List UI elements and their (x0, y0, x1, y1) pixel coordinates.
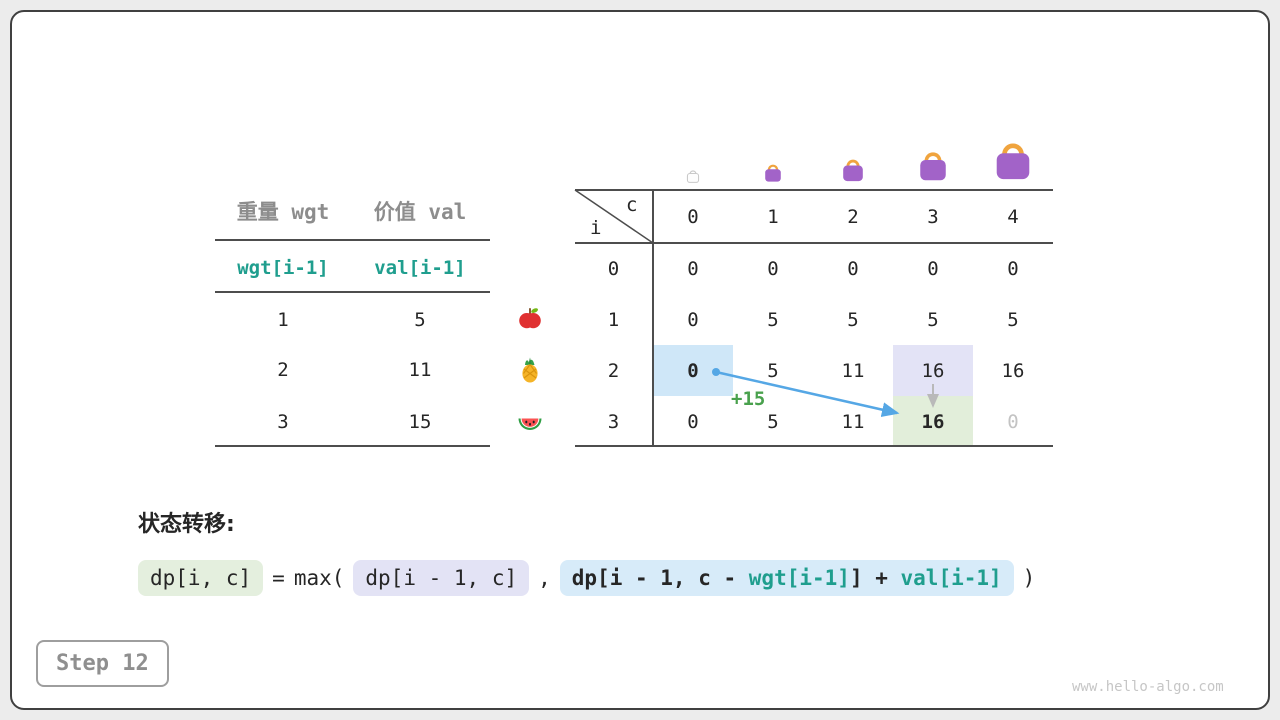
dp-col-header-4: 4 (1007, 205, 1019, 228)
item-table-header-divider (215, 239, 490, 241)
dp-cell-1-1: 5 (767, 308, 779, 331)
item-table-header-weight: 重量 wgt (236, 200, 330, 224)
dp-cell-3-2: 11 (841, 410, 865, 433)
dp-cell-1-4: 5 (1007, 308, 1019, 331)
dp-cell-2-3: 16 (921, 359, 945, 382)
item-table-index-divider (215, 291, 490, 293)
transfer-value-annotation: +15 (731, 388, 766, 410)
site-watermark: www.hello-algo.com (1072, 679, 1224, 695)
formula-arg1-box: dp[i - 1, c] (353, 560, 530, 596)
formula-comma: , (538, 566, 551, 590)
pineapple-icon (522, 357, 538, 383)
item-row-3-value: 15 (408, 411, 432, 433)
item-row-1-value: 5 (414, 309, 426, 331)
dp-cell-1-3: 5 (927, 308, 939, 331)
item-table-header-value: 价值 val (373, 200, 467, 224)
item-table-index-wgt: wgt[i-1] (237, 257, 329, 279)
formula-arg2-wgt: wgt[i-1] (748, 566, 850, 590)
dp-row-header-1: 1 (607, 308, 620, 331)
dp-cell-2-0: 0 (687, 359, 699, 382)
dp-table-vertical-rule (652, 189, 654, 446)
dp-table-top-rule (575, 189, 1053, 191)
dp-cell-3-1: 5 (767, 410, 779, 433)
formula-lhs-box: dp[i, c] (138, 560, 264, 596)
bag-size-2-icon (843, 159, 863, 182)
bag-size-1-icon (765, 164, 781, 182)
formula-arg2-val: val[i-1] (900, 566, 1002, 590)
dp-cell-3-0: 0 (687, 410, 699, 433)
formula-max-open: max( (293, 566, 345, 590)
item-row-2-weight: 2 (277, 359, 289, 381)
bag-size-4-icon (996, 143, 1030, 180)
dp-table-header-rule (575, 242, 1053, 244)
dp-table-bottom-rule (575, 445, 1053, 447)
item-table-index-val: val[i-1] (374, 257, 466, 279)
state-transition-formula: dp[i, c] = max( dp[i - 1, c] , dp[i - 1,… (138, 560, 1035, 596)
item-table-bottom-divider (215, 445, 490, 447)
bag-empty-icon (686, 170, 700, 183)
item-row-3-weight: 3 (277, 411, 289, 433)
dp-col-header-1: 1 (767, 205, 779, 228)
state-transition-label: 状态转移: (138, 512, 235, 537)
formula-equals: = (272, 566, 285, 590)
dp-cell-0-3: 0 (927, 257, 939, 280)
formula-arg2-dp: dp[i - 1, c - (571, 566, 749, 590)
dp-corner-col-var: c (626, 194, 638, 216)
apple-icon (519, 308, 541, 329)
formula-close-paren: ) (1022, 566, 1036, 590)
dp-cell-0-4: 0 (1007, 257, 1019, 280)
dp-cell-3-4: 0 (1007, 410, 1019, 433)
dp-cell-0-1: 0 (767, 257, 779, 280)
dp-cell-2-2: 11 (841, 359, 865, 382)
dp-cell-2-1: 5 (767, 359, 779, 382)
item-row-1-weight: 1 (277, 309, 289, 331)
dp-cell-2-4: 16 (1001, 359, 1025, 382)
formula-arg2-box: dp[i - 1, c - wgt[i-1]] + val[i-1] (559, 560, 1014, 596)
dp-cell-0-0: 0 (687, 257, 699, 280)
watermelon-icon (518, 418, 542, 430)
dp-corner-row-var: i (590, 217, 602, 239)
dp-row-header-3: 3 (607, 410, 620, 433)
dp-row-header-0: 0 (607, 257, 620, 280)
dp-row-header-2: 2 (607, 359, 620, 382)
item-row-2-value: 11 (408, 359, 432, 381)
dp-cell-0-2: 0 (847, 257, 859, 280)
dp-cell-3-3: 16 (921, 410, 945, 433)
dp-col-header-3: 3 (927, 205, 939, 228)
dp-col-header-2: 2 (847, 205, 859, 228)
dp-cell-1-0: 0 (687, 308, 699, 331)
step-badge: Step 12 (36, 640, 169, 687)
formula-arg2-plus: ] + (849, 566, 901, 590)
bag-size-3-icon (920, 152, 946, 181)
dp-cell-1-2: 5 (847, 308, 859, 331)
dp-col-header-0: 0 (687, 205, 699, 228)
